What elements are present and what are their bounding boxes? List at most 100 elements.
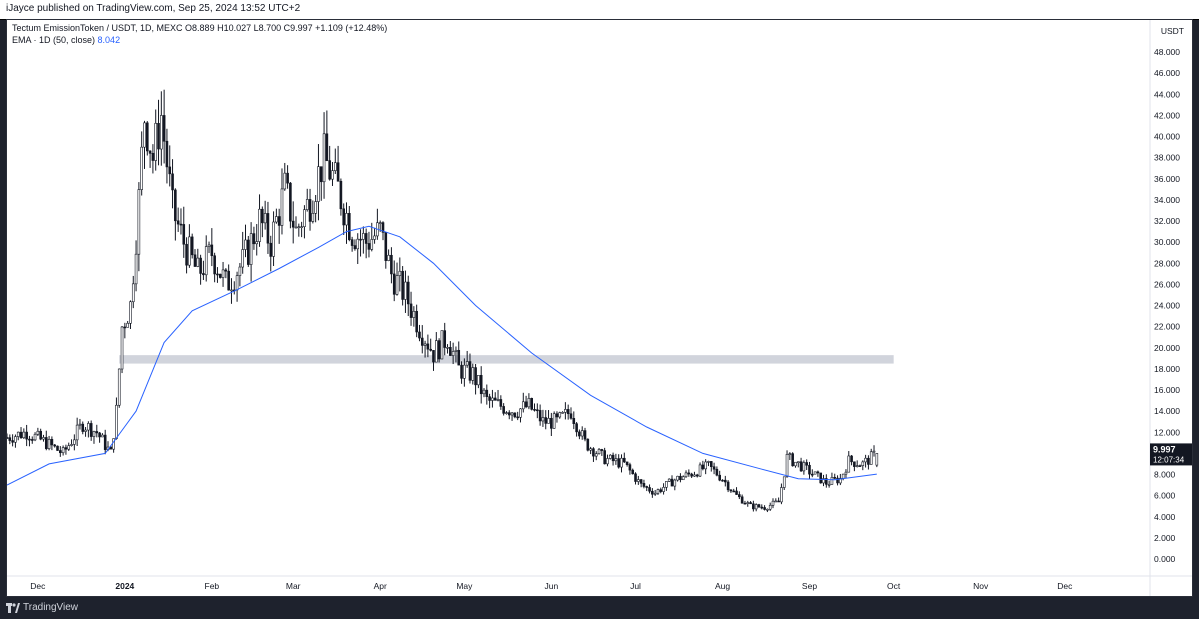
candle[interactable] xyxy=(297,223,301,237)
candle[interactable] xyxy=(583,427,587,442)
candle[interactable] xyxy=(701,460,705,471)
candle[interactable] xyxy=(572,411,576,430)
candle[interactable] xyxy=(564,402,567,420)
candle[interactable] xyxy=(348,206,351,242)
candle[interactable] xyxy=(614,453,618,465)
candle[interactable] xyxy=(328,145,331,181)
candle[interactable] xyxy=(73,434,76,451)
candle[interactable] xyxy=(721,479,724,482)
candle[interactable] xyxy=(715,466,719,477)
candle[interactable] xyxy=(651,488,654,498)
candle[interactable] xyxy=(263,200,267,230)
candle[interactable] xyxy=(160,91,163,166)
candle[interactable] xyxy=(64,444,68,455)
chart-frame[interactable]: 48.000 46.000 44.000 42.000 40.000 38.000 36.0… xyxy=(6,19,1193,597)
candle[interactable] xyxy=(30,436,34,444)
candle[interactable] xyxy=(353,239,357,251)
candle[interactable] xyxy=(704,459,707,475)
candle[interactable] xyxy=(844,469,848,479)
candle[interactable] xyxy=(210,228,214,267)
candle[interactable] xyxy=(802,460,806,475)
candle[interactable] xyxy=(193,249,197,267)
candle[interactable] xyxy=(314,195,317,223)
candle[interactable] xyxy=(541,409,545,427)
candle[interactable] xyxy=(202,260,205,280)
candle[interactable] xyxy=(154,109,158,171)
candle[interactable] xyxy=(603,447,606,465)
candle[interactable] xyxy=(359,229,362,257)
candle[interactable] xyxy=(457,341,461,366)
candle[interactable] xyxy=(740,494,744,504)
candle[interactable] xyxy=(216,267,219,283)
candle[interactable] xyxy=(808,461,811,480)
candle[interactable] xyxy=(617,454,620,469)
candle[interactable] xyxy=(137,182,141,272)
candle[interactable] xyxy=(662,483,665,495)
candle[interactable] xyxy=(258,194,261,247)
candle[interactable] xyxy=(774,498,778,503)
candle[interactable] xyxy=(479,366,483,404)
candle[interactable] xyxy=(600,448,604,456)
candle[interactable] xyxy=(84,427,87,437)
candle[interactable] xyxy=(174,188,177,241)
candle[interactable] xyxy=(847,451,851,473)
candle[interactable] xyxy=(140,131,143,196)
candle[interactable] xyxy=(597,447,601,455)
candle[interactable] xyxy=(867,455,870,470)
candle[interactable] xyxy=(656,488,660,495)
candle[interactable] xyxy=(589,446,592,455)
candle[interactable] xyxy=(291,201,295,244)
candle[interactable] xyxy=(325,110,329,162)
candle[interactable] xyxy=(665,481,668,491)
candle[interactable] xyxy=(415,304,418,338)
candle[interactable] xyxy=(524,395,528,409)
candle[interactable] xyxy=(639,478,643,488)
candle[interactable] xyxy=(468,353,472,384)
candle[interactable] xyxy=(420,325,424,354)
candle[interactable] xyxy=(16,431,20,441)
candle[interactable] xyxy=(606,454,609,467)
candle[interactable] xyxy=(157,99,160,166)
candle[interactable] xyxy=(488,393,491,409)
candle[interactable] xyxy=(726,480,730,493)
candle[interactable] xyxy=(404,270,407,313)
candle[interactable] xyxy=(272,211,275,266)
candle[interactable] xyxy=(199,254,202,285)
candle[interactable] xyxy=(575,422,578,437)
candle[interactable] xyxy=(103,429,107,455)
candle[interactable] xyxy=(566,404,570,420)
candle[interactable] xyxy=(67,442,71,451)
candle[interactable] xyxy=(827,480,831,488)
candle[interactable] xyxy=(659,487,663,494)
candle[interactable] xyxy=(87,421,90,438)
candle[interactable] xyxy=(190,233,194,259)
candle[interactable] xyxy=(667,478,671,482)
candle[interactable] xyxy=(165,128,169,184)
candle[interactable] xyxy=(499,395,503,410)
candle[interactable] xyxy=(510,412,514,421)
candle[interactable] xyxy=(482,388,486,398)
candle[interactable] xyxy=(294,216,298,229)
candle[interactable] xyxy=(637,475,640,485)
candle[interactable] xyxy=(608,454,612,460)
candle[interactable] xyxy=(47,435,51,451)
candle[interactable] xyxy=(474,363,477,395)
candle[interactable] xyxy=(729,489,733,493)
candle[interactable] xyxy=(766,508,769,513)
candle[interactable] xyxy=(796,461,800,468)
candle[interactable] xyxy=(213,252,216,283)
candle[interactable] xyxy=(707,460,710,467)
candle[interactable] xyxy=(227,264,230,291)
candle[interactable] xyxy=(724,475,727,487)
candle[interactable] xyxy=(760,504,764,510)
candle[interactable] xyxy=(485,384,489,405)
candle[interactable] xyxy=(305,188,309,212)
candle[interactable] xyxy=(825,474,828,488)
candle[interactable] xyxy=(333,148,337,174)
candle[interactable] xyxy=(653,489,657,496)
candle[interactable] xyxy=(869,448,873,465)
candle[interactable] xyxy=(89,420,93,441)
candle[interactable] xyxy=(286,165,289,189)
candle[interactable] xyxy=(98,431,101,443)
candle[interactable] xyxy=(799,457,803,472)
